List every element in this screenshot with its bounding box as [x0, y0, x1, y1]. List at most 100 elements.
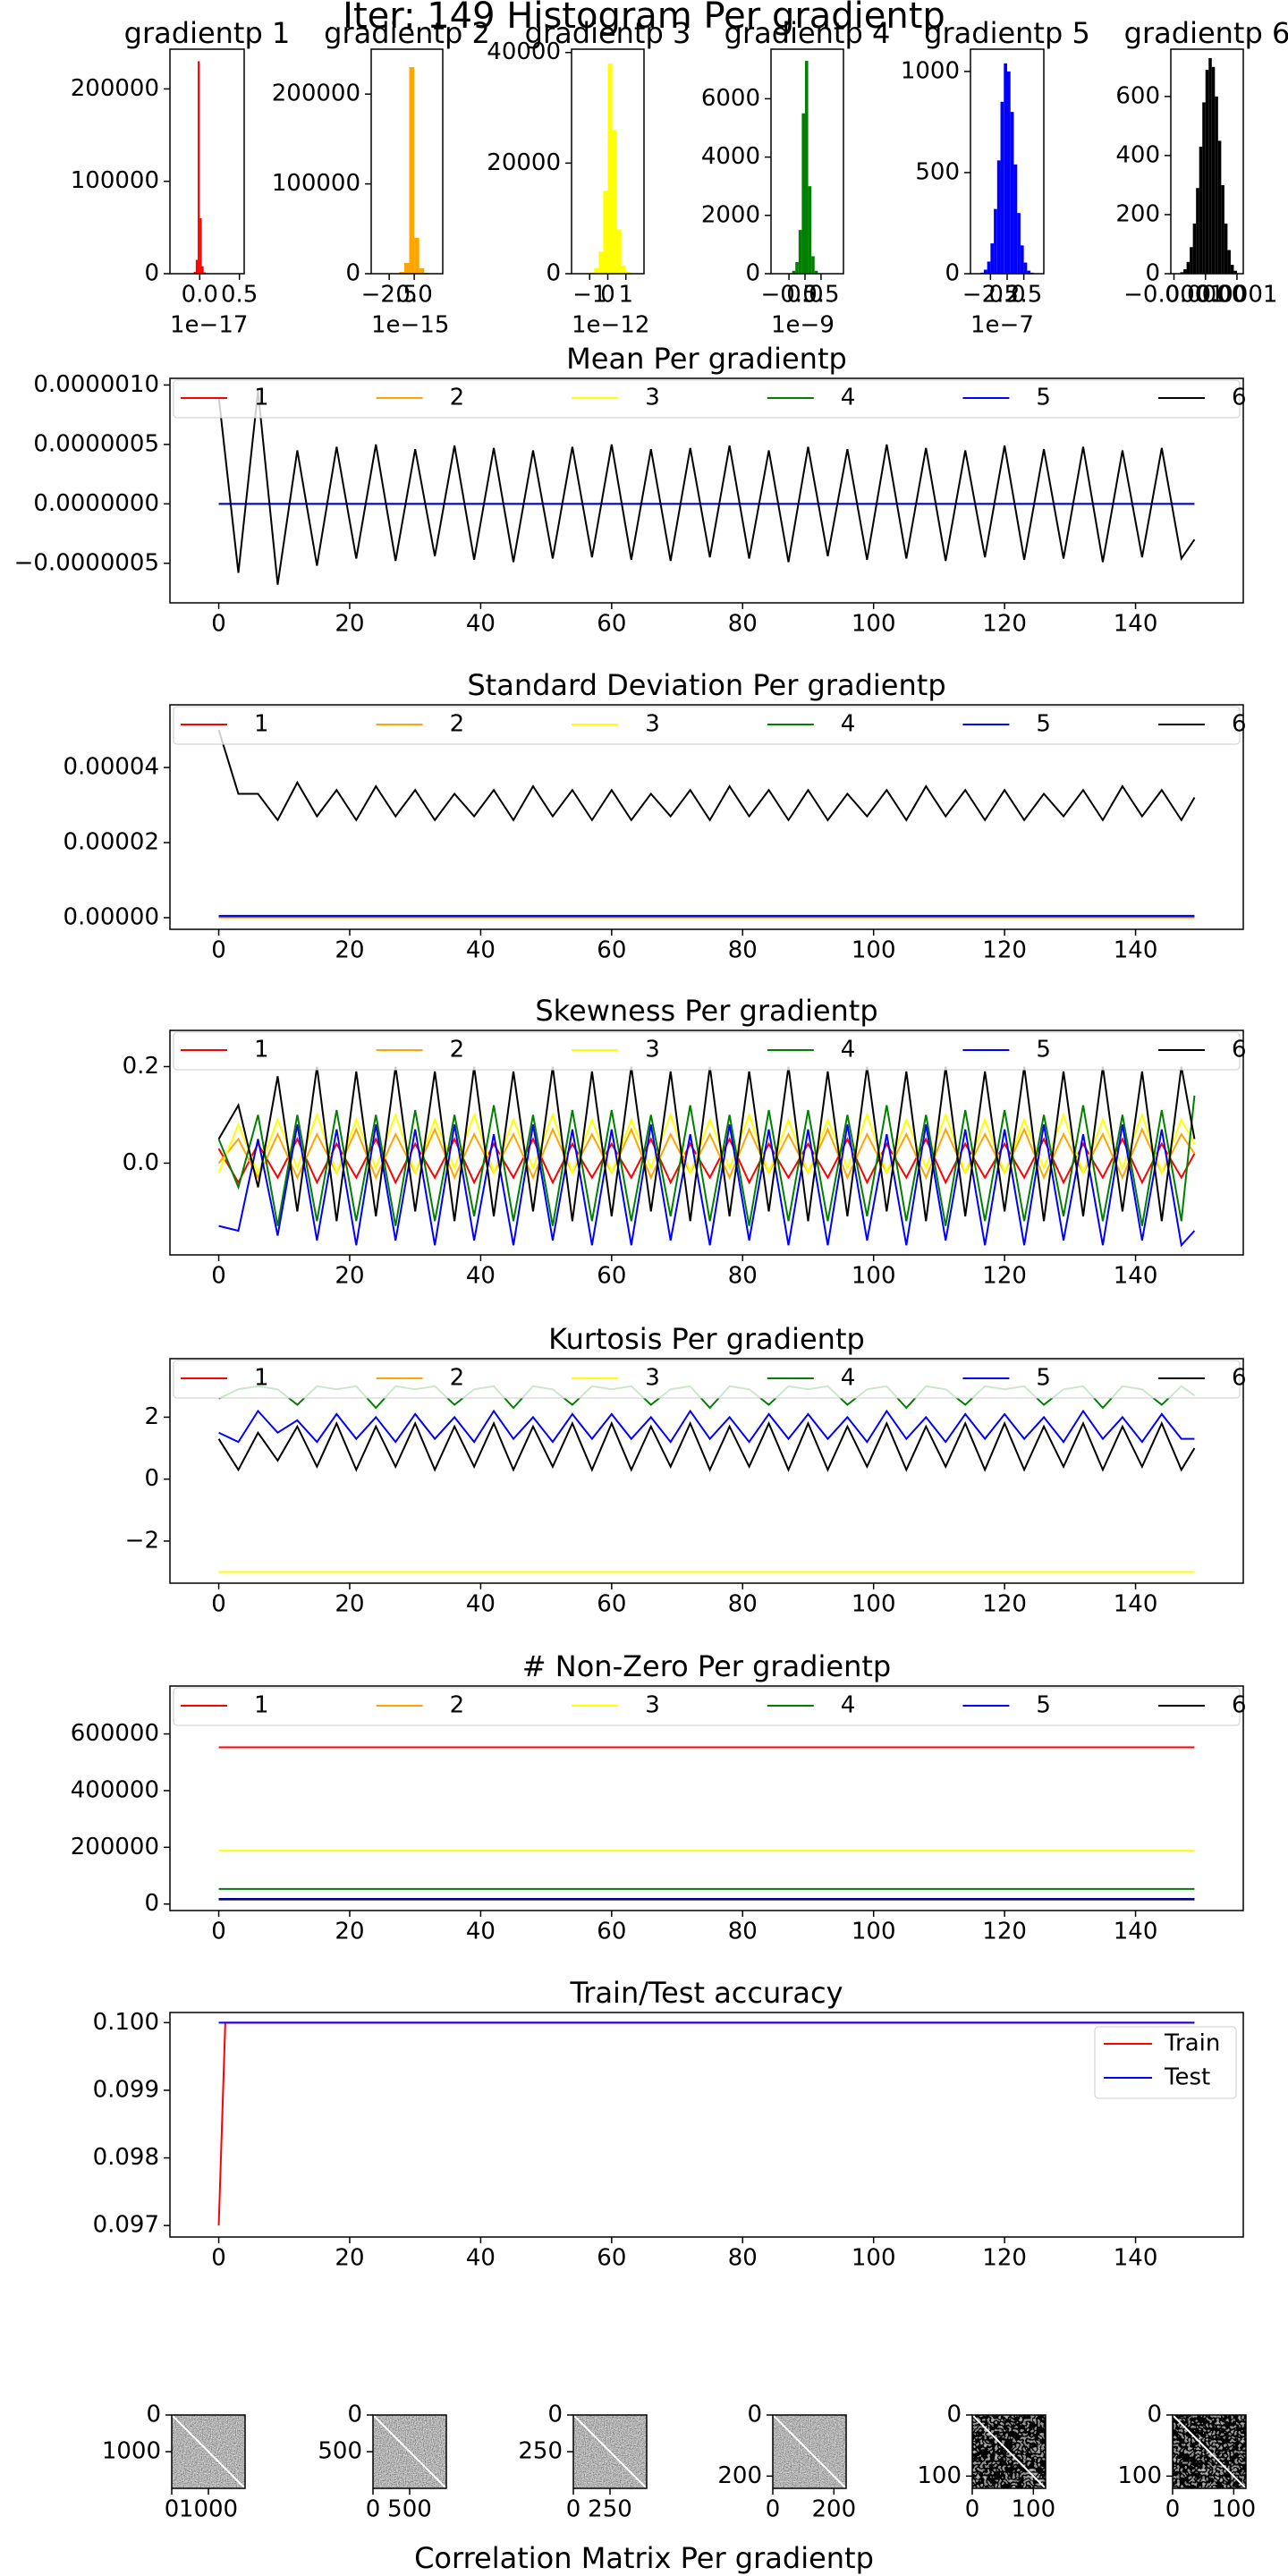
- y-tick-label: 40000: [487, 38, 561, 65]
- x-tick-label: 0: [1165, 2496, 1181, 2523]
- y-tick-label: 0.00004: [63, 754, 159, 781]
- plot-area: [217, 1385, 1196, 1573]
- y-tick-label: 0.0: [123, 1149, 159, 1176]
- series-line: [217, 390, 1196, 585]
- x-tick-label: 0: [566, 2496, 581, 2523]
- x-tick-label: 0.0000: [1165, 282, 1246, 309]
- y-tick-label: 0: [946, 2402, 962, 2428]
- subplot-title: # Non-Zero Per gradientp: [522, 1649, 891, 1683]
- legend-label: 2: [450, 711, 465, 738]
- hist-bar: [996, 160, 1001, 274]
- subplot: 0 20 40 60 80 100 120 140 −0.0000005 0.0000000 0.0…: [14, 342, 1247, 638]
- plot-area: [1173, 2415, 1246, 2488]
- x-tick-label: −1: [572, 282, 606, 309]
- y-tick-label: 0.0000000: [33, 490, 159, 517]
- hist-bar: [607, 64, 613, 274]
- axes-frame: [169, 1030, 1244, 1256]
- subplot: 0 250 0 250: [518, 2402, 648, 2523]
- subplot: 0 20 40 60 80 100 120 140 −2 0 2 Kurtosis Per gradi…: [125, 1322, 1247, 1618]
- legend-label: 6: [1232, 385, 1247, 411]
- hist-bar: [1027, 270, 1031, 274]
- legend-label: 1: [254, 1692, 269, 1719]
- hist-bar: [1224, 223, 1228, 274]
- y-tick-label: 0: [146, 2402, 161, 2428]
- hist-bar: [792, 270, 796, 274]
- hist-bar: [1007, 71, 1011, 274]
- x-tick-label: 40: [466, 1919, 496, 1945]
- legend-label: 5: [1036, 1365, 1051, 1392]
- x-tick-label: 200: [812, 2496, 857, 2523]
- y-tick-label: 0.0000010: [33, 371, 159, 398]
- subplot: 0 20 40 60 80 100 120 140 0 200000 400000 600000 # N…: [71, 1649, 1247, 1945]
- legend-label: 4: [841, 1365, 856, 1392]
- y-tick-label: −2: [125, 1527, 159, 1554]
- hist-bar: [1233, 270, 1237, 274]
- y-tick-label: 0: [144, 1890, 159, 1917]
- legend-label: 3: [645, 1037, 660, 1063]
- series-line: [217, 2021, 1195, 2226]
- legend-label: 1: [254, 1037, 269, 1063]
- x-tick-label: 80: [728, 2245, 758, 2272]
- hist-bar: [814, 270, 818, 274]
- x-tick-label: 40: [466, 1263, 496, 1290]
- hist-bar: [795, 261, 799, 274]
- subplot: 0 20 40 60 80 100 120 140 0.097 0.098 0.099 0.100 Tr…: [93, 1976, 1244, 2272]
- subplot: −0.50.00.5 0 2000 4000 6000 gradientp 4 1e−9: [701, 16, 890, 339]
- x-tick-label: 40: [466, 611, 496, 638]
- legend-box: [173, 379, 1241, 419]
- x-tick-label: 2.5: [1005, 282, 1042, 309]
- x-tick-label: 0: [600, 282, 615, 309]
- y-tick-label: 500: [915, 158, 960, 185]
- hist-bar: [625, 272, 631, 274]
- x-tick-label: 100: [852, 1919, 896, 1945]
- hist-bar: [603, 191, 608, 274]
- matrix-diagonal: [373, 2415, 446, 2488]
- x-tick-label: 140: [1114, 1919, 1158, 1945]
- y-tick-label: 0: [144, 1465, 159, 1492]
- matrix-diagonal: [573, 2415, 647, 2488]
- plot-area: [773, 2415, 846, 2488]
- y-tick-label: 200000: [71, 75, 159, 102]
- x-tick-label: 80: [728, 611, 758, 638]
- y-tick-label: 6000: [701, 85, 760, 112]
- x-tick-label: 20: [335, 1263, 364, 1290]
- hist-bar: [1227, 250, 1231, 274]
- axes-frame: [169, 377, 1244, 604]
- legend-label: 2: [450, 1365, 465, 1392]
- subplot-title: Standard Deviation Per gradientp: [467, 668, 945, 702]
- y-tick-label: 250: [518, 2438, 563, 2465]
- plot-area: [399, 67, 429, 274]
- hist-bar: [1023, 262, 1028, 274]
- legend-label: 3: [645, 1365, 660, 1392]
- hist-bar: [1217, 140, 1222, 274]
- x-tick-label: 0.5: [221, 282, 258, 309]
- y-tick-label: 0.097: [93, 2212, 159, 2239]
- legend-box: [173, 1360, 1241, 1399]
- legend-label: 5: [1036, 711, 1051, 738]
- y-tick-label: 600: [1115, 82, 1160, 109]
- subplot: 0 20 40 60 80 100 120 140 0.00000 0.00002 0.00004 S…: [63, 668, 1246, 964]
- y-tick-label: 0: [745, 260, 760, 287]
- hist-bar: [990, 243, 995, 274]
- x-tick-label: 100: [852, 1263, 896, 1290]
- y-tick-label: 0: [945, 260, 960, 287]
- legend-label: Test: [1164, 2064, 1210, 2091]
- hist-bar: [987, 261, 991, 274]
- subplot-title: Kurtosis Per gradientp: [548, 1322, 865, 1356]
- x-tick-label: 120: [982, 1919, 1027, 1945]
- hist-bar: [598, 251, 604, 274]
- y-tick-label: 0: [547, 2402, 563, 2428]
- hist-bar: [1215, 96, 1218, 274]
- hist-bar: [1190, 247, 1193, 274]
- x-tick-label: −2.5: [361, 282, 418, 309]
- axes-frame: [770, 48, 844, 275]
- x-tick-label: −2.5: [962, 282, 1019, 309]
- x-tick-label: 40: [466, 2245, 496, 2272]
- hist-bar: [409, 67, 415, 274]
- hist-bar: [616, 229, 622, 274]
- y-tick-label: 100000: [272, 170, 360, 197]
- y-tick-label: 1000: [102, 2438, 161, 2465]
- subplot: −2.50.0 0 100000 200000 gradientp 2 1e−15: [272, 16, 490, 339]
